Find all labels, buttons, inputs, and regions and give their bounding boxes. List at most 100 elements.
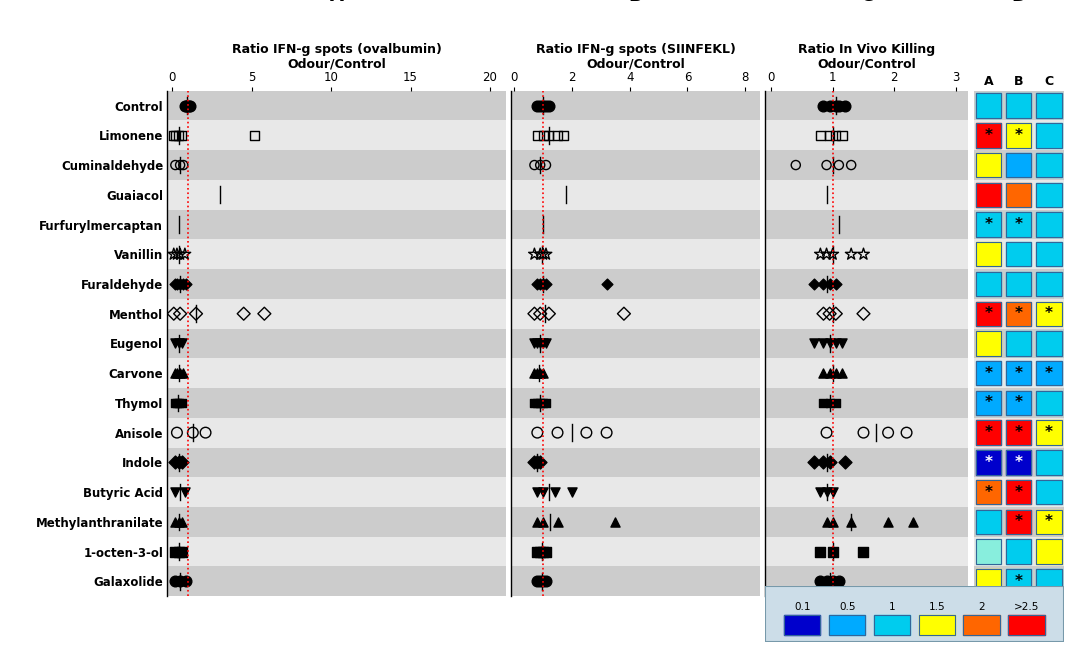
- Point: [535, 576, 552, 586]
- Point: [812, 130, 829, 141]
- Point: [526, 368, 543, 378]
- Bar: [511, 358, 759, 388]
- Bar: [975, 153, 1001, 178]
- Point: [818, 428, 835, 438]
- Point: [170, 130, 187, 141]
- Bar: [167, 91, 505, 121]
- Bar: [167, 388, 505, 418]
- Point: [170, 398, 187, 408]
- Bar: [973, 329, 1064, 358]
- Point: [824, 219, 841, 229]
- Point: [879, 516, 896, 527]
- Bar: [1005, 331, 1031, 356]
- Point: [831, 100, 848, 111]
- Bar: [1005, 242, 1031, 266]
- Point: [166, 516, 184, 527]
- Point: [212, 190, 229, 200]
- Point: [806, 457, 823, 468]
- Bar: [1036, 183, 1062, 207]
- Point: [173, 457, 190, 468]
- Bar: [511, 388, 759, 418]
- Bar: [167, 358, 505, 388]
- Bar: [1036, 213, 1062, 237]
- Bar: [963, 616, 1000, 634]
- Bar: [973, 358, 1064, 388]
- Point: [538, 576, 555, 586]
- Bar: [1036, 331, 1062, 356]
- Bar: [973, 150, 1064, 180]
- Point: [836, 100, 853, 111]
- Bar: [1005, 421, 1031, 445]
- Point: [531, 160, 549, 170]
- Point: [165, 130, 183, 141]
- Point: [821, 130, 838, 141]
- Point: [526, 338, 543, 349]
- Point: [538, 338, 555, 349]
- Point: [540, 308, 557, 319]
- Text: *: *: [1044, 425, 1053, 440]
- Bar: [1005, 93, 1031, 118]
- Bar: [1036, 123, 1062, 148]
- Bar: [975, 450, 1001, 474]
- Point: [173, 546, 190, 557]
- Point: [774, 190, 792, 200]
- Point: [531, 100, 549, 111]
- Bar: [765, 358, 968, 388]
- Bar: [1005, 213, 1031, 237]
- Point: [529, 368, 546, 378]
- Point: [526, 398, 543, 408]
- Point: [168, 279, 186, 289]
- Point: [166, 576, 184, 586]
- Bar: [829, 616, 865, 634]
- Title: Ratio IFN-g spots (SIINFEKL)
Odour/Control: Ratio IFN-g spots (SIINFEKL) Odour/Contr…: [536, 43, 735, 71]
- Bar: [1005, 450, 1031, 474]
- Title: Ratio IFN-g spots (ovalbumin)
Odour/Control: Ratio IFN-g spots (ovalbumin) Odour/Cont…: [232, 43, 442, 71]
- Point: [831, 219, 848, 229]
- Bar: [975, 272, 1001, 296]
- Point: [168, 368, 186, 378]
- Bar: [1036, 539, 1062, 564]
- Point: [529, 428, 546, 438]
- Point: [526, 308, 543, 319]
- Point: [531, 279, 549, 289]
- Bar: [975, 450, 1001, 474]
- Point: [812, 249, 829, 259]
- Point: [827, 100, 845, 111]
- Bar: [1036, 391, 1062, 415]
- Point: [538, 160, 555, 170]
- Bar: [765, 150, 968, 180]
- Point: [531, 546, 549, 557]
- Point: [531, 368, 549, 378]
- Bar: [1005, 213, 1031, 237]
- Bar: [765, 537, 968, 566]
- Bar: [167, 239, 505, 269]
- Bar: [1036, 93, 1062, 118]
- Bar: [1036, 539, 1062, 564]
- Bar: [167, 150, 505, 180]
- Bar: [167, 210, 505, 239]
- Point: [166, 368, 184, 378]
- Point: [176, 249, 193, 259]
- Bar: [874, 616, 910, 634]
- Bar: [1005, 301, 1031, 326]
- Point: [526, 249, 543, 259]
- Bar: [1036, 361, 1062, 386]
- Point: [549, 516, 566, 527]
- Bar: [1005, 123, 1031, 148]
- Bar: [1036, 272, 1062, 296]
- Bar: [975, 569, 1001, 594]
- Point: [172, 308, 189, 319]
- Point: [173, 219, 190, 229]
- Bar: [975, 272, 1001, 296]
- Bar: [1036, 421, 1062, 445]
- Bar: [511, 121, 759, 150]
- Point: [831, 190, 848, 200]
- Bar: [919, 616, 955, 634]
- Bar: [975, 421, 1001, 445]
- Bar: [167, 566, 505, 596]
- Text: *: *: [985, 365, 993, 380]
- Point: [170, 546, 187, 557]
- Point: [818, 249, 835, 259]
- Point: [814, 190, 832, 200]
- Point: [170, 338, 187, 349]
